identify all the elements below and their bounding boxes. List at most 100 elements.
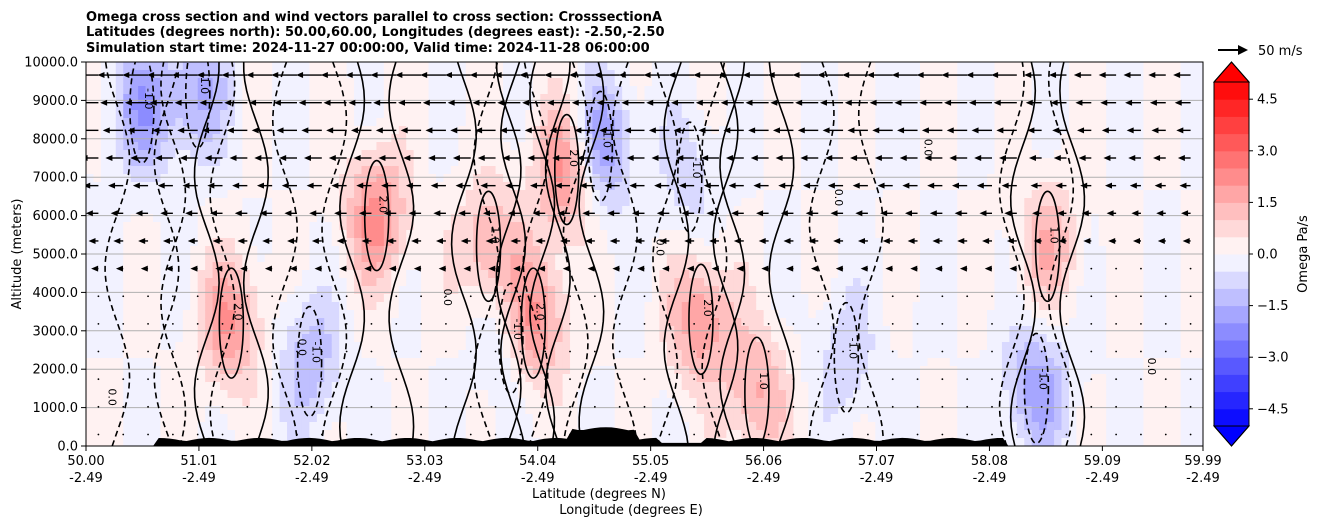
omega-cell <box>301 230 310 239</box>
omega-cell <box>763 230 772 239</box>
omega-cell <box>629 86 638 95</box>
omega-cell <box>272 398 281 407</box>
omega-cell <box>257 358 266 367</box>
omega-cell <box>510 142 519 151</box>
omega-cell <box>413 118 422 127</box>
omega-cell <box>540 422 549 431</box>
omega-cell <box>316 62 325 71</box>
omega-cell <box>435 118 445 127</box>
omega-cell <box>324 110 333 119</box>
omega-cell <box>160 118 169 127</box>
omega-cell <box>473 78 482 87</box>
omega-cell <box>584 406 593 415</box>
omega-cell <box>562 334 571 343</box>
omega-cell <box>547 158 556 167</box>
omega-cell <box>830 270 839 279</box>
omega-cell <box>555 230 564 239</box>
omega-cell <box>570 110 579 119</box>
omega-cell <box>279 366 288 375</box>
omega-cell <box>167 318 176 327</box>
omega-cell <box>86 398 95 407</box>
omega-cell <box>830 150 839 159</box>
omega-cell <box>681 294 690 303</box>
omega-cell <box>614 270 623 279</box>
omega-cell <box>659 166 668 175</box>
omega-cell <box>234 206 243 215</box>
omega-cell <box>428 230 437 239</box>
omega-cell <box>339 158 348 167</box>
omega-cell <box>272 150 281 159</box>
omega-cell <box>495 174 504 183</box>
omega-cell <box>160 262 169 271</box>
omega-cell <box>577 366 586 375</box>
omega-cell <box>421 302 430 311</box>
omega-cell <box>279 302 288 311</box>
omega-cell <box>272 174 281 183</box>
omega-cell <box>555 414 564 423</box>
omega-cell <box>517 262 526 271</box>
omega-cell <box>220 110 229 119</box>
omega-cell <box>376 62 385 71</box>
omega-cell <box>435 158 445 167</box>
omega-cell <box>562 62 571 71</box>
omega-cell <box>562 118 571 127</box>
omega-cell <box>205 142 214 151</box>
omega-cell <box>771 350 780 359</box>
omega-cell <box>465 350 474 359</box>
omega-cell <box>815 62 824 71</box>
omega-cell <box>815 414 824 423</box>
omega-cell <box>138 262 147 271</box>
omega-cell <box>547 182 556 191</box>
omega-cell <box>733 222 742 231</box>
omega-cell <box>599 214 608 223</box>
omega-cell <box>249 246 258 255</box>
omega-cell <box>398 246 407 255</box>
omega-cell <box>555 118 564 127</box>
omega-cell <box>711 390 720 399</box>
omega-cell <box>406 350 415 359</box>
omega-cell <box>495 294 504 303</box>
omega-cell <box>272 350 281 359</box>
omega-cell <box>778 86 787 95</box>
omega-cell <box>93 422 102 431</box>
omega-cell <box>205 366 214 375</box>
omega-cell <box>361 366 370 375</box>
omega-cell <box>674 246 683 255</box>
omega-cell <box>741 422 750 431</box>
omega-cell <box>711 406 720 415</box>
omega-cell <box>383 118 392 127</box>
omega-cell <box>510 366 519 375</box>
omega-cell <box>718 358 728 367</box>
omega-cell <box>577 70 586 79</box>
omega-cell <box>659 150 668 159</box>
omega-cell <box>316 118 325 127</box>
omega-cell <box>659 102 668 111</box>
omega-cell <box>316 310 325 319</box>
omega-cell <box>815 318 824 327</box>
omega-cell <box>145 254 154 263</box>
omega-cell <box>220 382 229 391</box>
omega-cell <box>525 166 534 175</box>
omega-cell <box>622 310 631 319</box>
omega-cell <box>242 430 251 439</box>
omega-cell <box>756 150 765 159</box>
omega-cell <box>406 302 415 311</box>
omega-cell <box>309 262 318 271</box>
omega-cell <box>376 286 385 295</box>
omega-cell <box>391 238 400 247</box>
omega-cell <box>651 102 660 111</box>
omega-cell <box>443 110 452 119</box>
omega-cell <box>212 198 221 207</box>
omega-cell <box>532 198 541 207</box>
omega-cell <box>622 286 631 295</box>
omega-cell <box>100 302 109 311</box>
omega-cell <box>376 78 385 87</box>
omega-cell <box>324 142 333 151</box>
omega-cell <box>480 262 489 271</box>
omega-cell <box>644 150 653 159</box>
omega-cell <box>153 182 162 191</box>
omega-cell <box>227 430 236 439</box>
omega-cell <box>629 382 638 391</box>
omega-cell <box>279 422 288 431</box>
omega-cell <box>391 230 400 239</box>
